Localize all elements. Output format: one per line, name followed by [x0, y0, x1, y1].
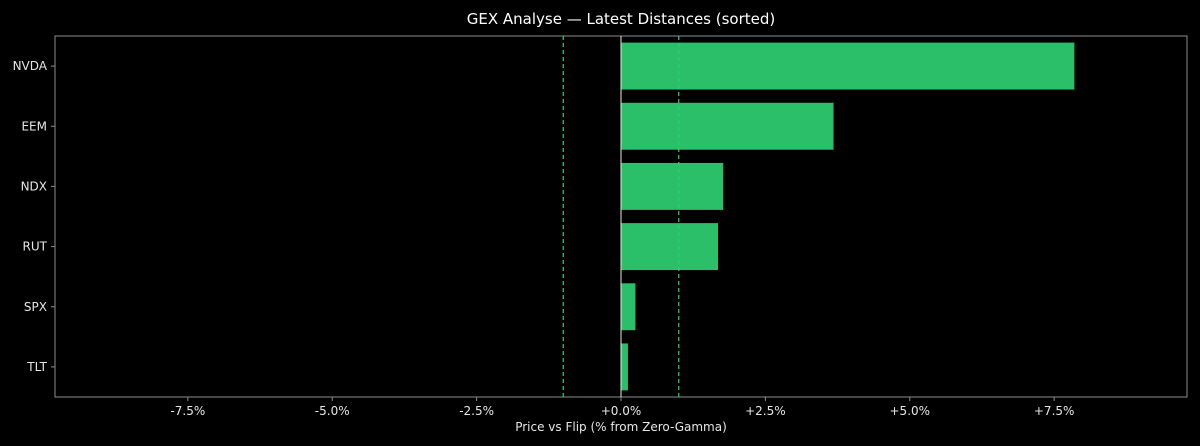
x-tick-label: -5.0%: [315, 404, 350, 418]
y-tick-label-spx: SPX: [24, 300, 47, 314]
x-tick-label: +7.5%: [1034, 404, 1075, 418]
x-tick-label: +5.0%: [890, 404, 931, 418]
bar-spx: [621, 283, 636, 331]
y-tick-label-rut: RUT: [23, 240, 48, 254]
x-tick-label: +2.5%: [745, 404, 786, 418]
plot-area: NVDA EEM NDX RUT SPX TLT -7.5% -5.0% -2.5% +0.0% +…: [13, 35, 1188, 418]
x-tick-label: -7.5%: [170, 404, 205, 418]
x-tick-label: -2.5%: [459, 404, 494, 418]
y-tick-label-ndx: NDX: [21, 179, 47, 193]
bar-tlt: [621, 343, 628, 391]
bar-nvda: [621, 42, 1075, 90]
bar-rut: [621, 223, 719, 271]
x-tick-label: +0.0%: [601, 404, 642, 418]
y-tick-label-tlt: TLT: [26, 360, 47, 374]
bar-ndx: [621, 162, 724, 210]
y-tick-label-eem: EEM: [21, 119, 47, 133]
y-tick-label-nvda: NVDA: [13, 59, 48, 73]
bar-eem: [621, 102, 834, 150]
x-axis-label: Price vs Flip (% from Zero-Gamma): [515, 420, 727, 434]
chart-title: GEX Analyse — Latest Distances (sorted): [467, 10, 776, 28]
